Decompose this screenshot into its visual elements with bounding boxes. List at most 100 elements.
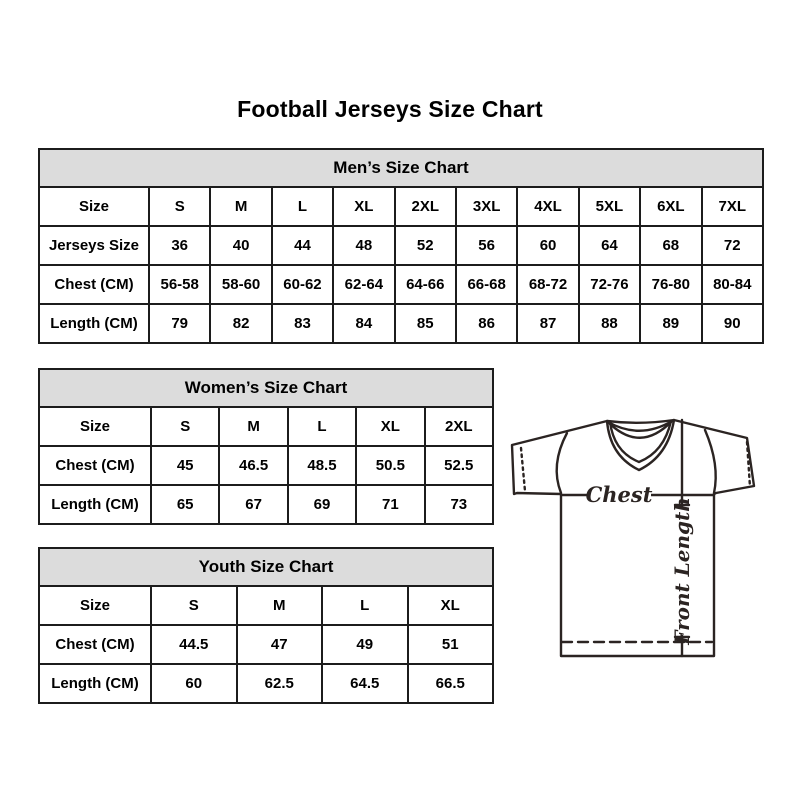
data-cell: 60-62 <box>270 264 335 305</box>
data-cell: 69 <box>286 484 358 525</box>
row-label-cell: Jerseys Size <box>38 225 150 266</box>
front-length-label: Front Length <box>670 497 694 646</box>
data-cell: 52 <box>393 225 457 266</box>
data-cell: 90 <box>700 303 765 344</box>
col-header-cell: 5XL <box>577 186 642 227</box>
mens-size-table: Men’s Size Chart Size S M L XL 2XL 3XL 4XL 5XL 6XL… <box>38 148 765 344</box>
table-row: Chest (CM) 56-58 58-60 60-62 62-64 64-66 66-68… <box>38 264 765 305</box>
data-cell: 62.5 <box>235 663 323 704</box>
data-cell: 44 <box>270 225 335 266</box>
collar-back-arc-1 <box>606 419 674 432</box>
data-cell: 46.5 <box>218 445 289 486</box>
col-header-cell: XL <box>332 186 396 227</box>
data-cell: 58-60 <box>209 264 273 305</box>
collar-back-arc-2 <box>606 419 674 439</box>
jersey-outline <box>510 418 756 658</box>
data-cell: 68-72 <box>516 264 580 305</box>
data-cell: 44.5 <box>150 624 238 665</box>
data-cell: 56 <box>454 225 519 266</box>
data-cell: 85 <box>393 303 457 344</box>
data-cell: 83 <box>270 303 335 344</box>
left-cuff-dotted-line <box>519 446 527 493</box>
col-header-cell: M <box>235 585 323 626</box>
left-armhole-seam <box>555 431 569 495</box>
table-title: Women’s Size Chart <box>38 368 494 408</box>
col-header-cell: S <box>147 186 212 227</box>
data-cell: 73 <box>423 484 495 525</box>
row-label-cell: Length (CM) <box>38 303 150 344</box>
data-cell: 89 <box>639 303 703 344</box>
collar-inner-v <box>608 419 673 464</box>
data-cell: 66-68 <box>454 264 519 305</box>
data-cell: 80-84 <box>700 264 765 305</box>
col-header-cell: M <box>218 406 289 447</box>
data-cell: 82 <box>209 303 273 344</box>
data-cell: 64.5 <box>321 663 409 704</box>
row-label-header: Size <box>38 585 152 626</box>
data-cell: 48 <box>332 225 396 266</box>
page-title: Football Jerseys Size Chart <box>237 96 543 122</box>
size-table: Women’s Size Chart Size S M L XL 2XL Chest (CM)… <box>38 368 495 525</box>
table-row: Chest (CM) 45 46.5 48.5 50.5 52.5 <box>38 445 495 486</box>
size-table: Men’s Size Chart Size S M L XL 2XL 3XL 4XL 5XL 6XL… <box>38 148 765 344</box>
table-title: Men’s Size Chart <box>38 148 764 188</box>
col-header-cell: L <box>286 406 358 447</box>
data-cell: 47 <box>235 624 323 665</box>
jersey-measurement-diagram: Chest Front Length <box>510 418 756 658</box>
data-cell: 88 <box>577 303 642 344</box>
col-header-cell: L <box>270 186 335 227</box>
collar-outer-v <box>605 418 676 472</box>
data-cell: 48.5 <box>286 445 358 486</box>
data-cell: 86 <box>454 303 519 344</box>
col-header-cell: M <box>209 186 273 227</box>
data-cell: 50.5 <box>355 445 426 486</box>
table-row: Length (CM) 79 82 83 84 85 86 87 88 89 90 <box>38 303 765 344</box>
col-header-cell: 2XL <box>393 186 457 227</box>
data-cell: 64-66 <box>393 264 457 305</box>
table-row: Jerseys Size 36 40 44 48 52 56 60 64 68 72 <box>38 225 765 266</box>
right-armhole-seam <box>703 428 717 495</box>
col-header-cell: S <box>150 585 238 626</box>
data-cell: 68 <box>639 225 703 266</box>
col-header-cell: XL <box>406 585 494 626</box>
youth-size-table: Youth Size Chart Size S M L XL Chest (CM) 44.5 4… <box>38 547 494 704</box>
data-cell: 64 <box>577 225 642 266</box>
col-header-cell: 6XL <box>639 186 703 227</box>
data-cell: 72 <box>700 225 765 266</box>
data-cell: 51 <box>406 624 494 665</box>
data-cell: 65 <box>149 484 221 525</box>
data-cell: 71 <box>355 484 426 525</box>
row-label-cell: Chest (CM) <box>38 445 152 486</box>
data-cell: 45 <box>149 445 221 486</box>
data-cell: 84 <box>332 303 396 344</box>
data-cell: 62-64 <box>332 264 396 305</box>
front-length-label-backdrop <box>672 508 692 635</box>
data-cell: 72-76 <box>577 264 642 305</box>
data-cell: 52.5 <box>423 445 495 486</box>
row-label-cell: Length (CM) <box>38 484 152 525</box>
data-cell: 60 <box>150 663 238 704</box>
data-cell: 67 <box>218 484 289 525</box>
col-header-cell: 3XL <box>454 186 519 227</box>
womens-size-table: Women’s Size Chart Size S M L XL 2XL Chest (CM)… <box>38 368 495 525</box>
col-header-cell: XL <box>355 406 426 447</box>
table-row: Length (CM) 65 67 69 71 73 <box>38 484 495 525</box>
row-label-cell: Chest (CM) <box>38 264 150 305</box>
data-cell: 36 <box>147 225 212 266</box>
col-header-cell: L <box>321 585 409 626</box>
row-label-header: Size <box>38 186 150 227</box>
chest-label: Chest <box>586 482 653 507</box>
data-cell: 49 <box>321 624 409 665</box>
data-cell: 56-58 <box>147 264 212 305</box>
table-title: Youth Size Chart <box>38 547 494 587</box>
right-cuff-dotted-line <box>745 440 752 489</box>
col-header-cell: S <box>149 406 221 447</box>
row-label-cell: Chest (CM) <box>38 624 152 665</box>
col-header-cell: 4XL <box>516 186 580 227</box>
col-header-cell: 7XL <box>700 186 765 227</box>
col-header-cell: 2XL <box>423 406 495 447</box>
row-label-cell: Length (CM) <box>38 663 152 704</box>
chest-label-backdrop <box>587 482 651 506</box>
data-cell: 60 <box>516 225 580 266</box>
